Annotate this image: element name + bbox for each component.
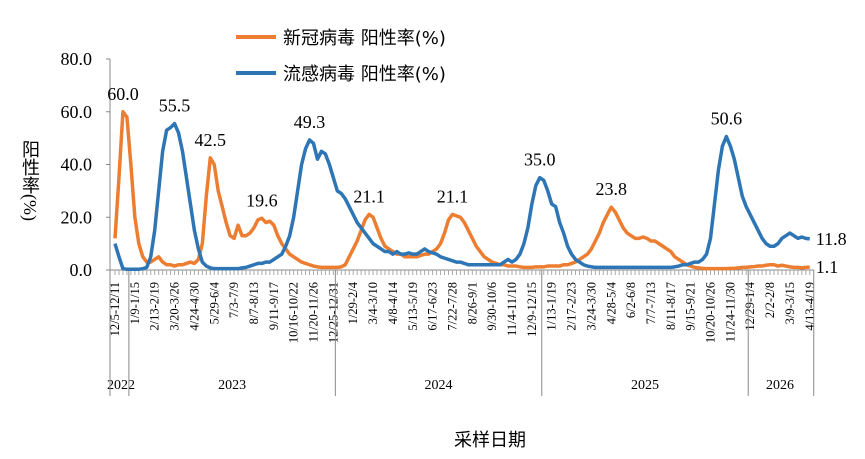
x-tick-label: 11/24-11/30 bbox=[723, 282, 737, 342]
y-tick-label: 20.0 bbox=[61, 207, 93, 227]
series-line bbox=[113, 110, 810, 271]
x-tick-label: 5/13-5/19 bbox=[406, 282, 420, 331]
x-tick-label: 2/2-2/8 bbox=[763, 282, 777, 318]
y-tick-label: 40.0 bbox=[61, 155, 93, 175]
data-label: 42.5 bbox=[195, 130, 227, 150]
x-tick-label: 11/20-11/26 bbox=[307, 282, 321, 342]
x-tick-label: 4/13-4/19 bbox=[803, 282, 817, 331]
data-label: 35.0 bbox=[524, 150, 556, 170]
x-tick-label: 12/29-1/4 bbox=[743, 281, 757, 330]
x-tick-label: 10/20-10/26 bbox=[704, 282, 718, 343]
data-label: 55.5 bbox=[159, 96, 191, 116]
x-tick-label: 12/9-12/15 bbox=[525, 282, 539, 337]
data-label: 19.6 bbox=[246, 190, 278, 210]
x-tick-label: 9/15-9/21 bbox=[684, 282, 698, 331]
x-tick-label: 4/28-5/4 bbox=[604, 281, 618, 324]
year-label: 2026 bbox=[766, 378, 794, 393]
x-tick-label: 12/5-12/11 bbox=[108, 282, 122, 336]
y-tick-label: 0.0 bbox=[70, 260, 93, 280]
x-tick-label: 3/9-3/15 bbox=[783, 282, 797, 324]
x-tick-label: 7/22-7/28 bbox=[445, 282, 459, 331]
x-tick-label: 3/24-3/30 bbox=[584, 282, 598, 331]
data-label: 49.3 bbox=[294, 112, 326, 132]
x-tick-label: 1/13-1/19 bbox=[545, 282, 559, 331]
y-axis-title: 阳性率(%) bbox=[19, 140, 40, 221]
x-tick-label: 3/4-3/10 bbox=[366, 282, 380, 324]
x-tick-label: 5/29-6/4 bbox=[207, 281, 221, 324]
x-tick-label: 1/29-2/4 bbox=[346, 281, 360, 324]
x-tick-label: 4/8-4/14 bbox=[386, 281, 400, 324]
x-tick-label: 7/7-7/13 bbox=[644, 282, 658, 324]
data-label: 21.1 bbox=[437, 186, 469, 206]
x-tick-label: 6/2-6/8 bbox=[624, 282, 638, 318]
x-tick-label: 11/4-11/10 bbox=[505, 282, 519, 336]
data-label: 23.8 bbox=[596, 179, 628, 199]
x-tick-label: 6/17-6/23 bbox=[426, 282, 440, 331]
x-tick-label: 3/20-3/26 bbox=[168, 282, 182, 331]
x-tick-label: 2/17-2/23 bbox=[565, 282, 579, 331]
legend-label: 流感病毒 阳性率(%) bbox=[283, 64, 446, 85]
x-tick-label: 8/11-8/17 bbox=[664, 282, 678, 330]
year-label: 2023 bbox=[218, 378, 246, 393]
year-label: 2025 bbox=[631, 378, 659, 393]
x-tick-label: 1/9-1/15 bbox=[128, 282, 142, 324]
year-label: 2024 bbox=[425, 378, 453, 393]
x-tick-label: 4/24-4/30 bbox=[187, 282, 201, 331]
data-label: 21.1 bbox=[353, 186, 385, 206]
y-tick-label: 80.0 bbox=[61, 49, 93, 69]
x-axis-title: 采样日期 bbox=[454, 430, 526, 450]
data-label: 50.6 bbox=[711, 109, 743, 129]
series-line bbox=[113, 121, 810, 271]
y-tick-label: 60.0 bbox=[61, 102, 93, 122]
x-tick-label: 8/7-8/13 bbox=[247, 282, 261, 324]
x-tick-label: 7/3-7/9 bbox=[227, 282, 241, 318]
x-tick-label: 8/26-9/1 bbox=[465, 282, 479, 324]
year-label: 2022 bbox=[107, 378, 135, 393]
x-tick-label: 12/25-12/31 bbox=[326, 282, 340, 343]
data-label: 60.0 bbox=[107, 84, 139, 104]
data-label: 1.1 bbox=[816, 257, 839, 277]
x-tick-label: 10/16-10/22 bbox=[287, 282, 301, 343]
x-tick-label: 9/11-9/17 bbox=[267, 282, 281, 330]
legend-label: 新冠病毒 阳性率(%) bbox=[283, 28, 446, 49]
x-tick-label: 9/30-10/6 bbox=[485, 282, 499, 331]
data-label: 11.8 bbox=[816, 229, 847, 249]
x-tick-label: 2/13-2/19 bbox=[148, 282, 162, 331]
